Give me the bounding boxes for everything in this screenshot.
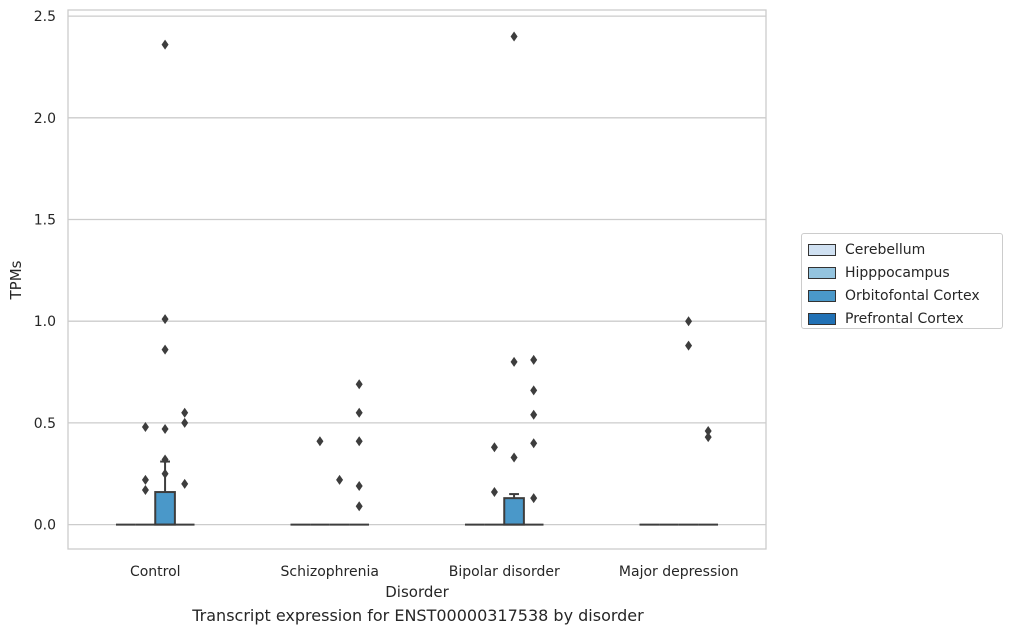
outlier-point: [161, 344, 169, 355]
legend-item: Orbitofontal Cortex: [808, 284, 1002, 307]
box-prefrontal-cortex: [349, 379, 370, 526]
x-tick-label: Control: [130, 564, 181, 580]
box-prefrontal-cortex: [523, 354, 544, 526]
outlier-point: [530, 493, 538, 504]
outlier-point: [141, 485, 149, 496]
outlier-point: [530, 385, 538, 396]
box-hipppocampus: [135, 421, 156, 526]
outlier-point: [355, 379, 363, 390]
box-body: [154, 491, 176, 526]
y-tick-label: 2.5: [34, 9, 56, 25]
outlier-point: [510, 31, 518, 42]
box-orbitofontal-cortex: [329, 474, 350, 526]
legend-swatch: [808, 312, 836, 325]
gridlines: [68, 15, 766, 526]
legend-swatch: [808, 243, 836, 256]
outlier-point: [141, 421, 149, 432]
y-axis-title: TPMs: [7, 260, 25, 300]
outlier-point: [490, 487, 498, 498]
y-tick-label: 1.5: [34, 212, 56, 228]
box-plots: [115, 31, 719, 526]
legend-label: Cerebellum: [845, 241, 926, 258]
outlier-point: [355, 407, 363, 418]
box-hipppocampus: [484, 442, 505, 526]
box-prefrontal-cortex: [698, 426, 719, 526]
chart-caption: Transcript expression for ENST0000031753…: [192, 606, 644, 625]
x-tick-label: Schizophrenia: [281, 564, 379, 580]
plot-frame: [67, 9, 767, 550]
outlier-point: [530, 438, 538, 449]
x-tick-label: Major depression: [619, 564, 739, 580]
legend-item: Cerebellum: [808, 238, 1002, 261]
y-tick-label: 0.0: [34, 518, 56, 534]
y-axis-ticks: 0.0 0.5 1.0 1.5 2.0 2.5: [34, 9, 56, 533]
outlier-point: [161, 454, 169, 465]
y-tick-label: 0.5: [34, 416, 56, 432]
outlier-point: [316, 436, 324, 447]
outlier-point: [530, 409, 538, 420]
outlier-point: [490, 442, 498, 453]
outlier-point: [161, 314, 169, 325]
outlier-point: [685, 340, 693, 351]
outlier-point: [704, 426, 712, 437]
legend-item: Hipppocampus: [808, 261, 1002, 284]
x-tick-label: Bipolar disorder: [449, 564, 560, 580]
legend-label: Orbitofontal Cortex: [845, 287, 980, 304]
outlier-point: [161, 468, 169, 479]
legend-swatch: [808, 289, 836, 302]
box-orbitofontal-cortex: [154, 39, 176, 526]
outlier-point: [355, 501, 363, 512]
outlier-point: [704, 432, 712, 443]
outlier-point: [141, 474, 149, 485]
legend-item: Prefrontal Cortex: [808, 307, 1002, 330]
y-tick-label: 2.0: [34, 111, 56, 127]
y-tick-label: 1.0: [34, 314, 56, 330]
box-orbitofontal-cortex: [678, 316, 699, 526]
outlier-point: [530, 354, 538, 365]
outlier-point: [355, 480, 363, 491]
box-body: [503, 497, 525, 526]
legend-swatch: [808, 266, 836, 279]
box-hipppocampus: [310, 436, 330, 526]
legend-label: Hipppocampus: [845, 264, 950, 281]
outlier-point: [355, 436, 363, 447]
outlier-point: [181, 407, 189, 418]
outlier-point: [685, 316, 693, 327]
legend-label: Prefrontal Cortex: [845, 310, 964, 327]
chart-legend: Cerebellum Hipppocampus Orbitofontal Corte…: [801, 233, 1003, 329]
outlier-point: [161, 423, 169, 434]
outlier-point: [510, 356, 518, 367]
box-prefrontal-cortex: [174, 407, 195, 526]
outlier-point: [181, 478, 189, 489]
outlier-point: [161, 39, 169, 50]
outlier-point: [510, 452, 518, 463]
outlier-point: [181, 417, 189, 428]
box-orbitofontal-cortex: [503, 31, 525, 526]
x-axis-ticks: Control Schizophrenia Bipolar disorder Majo…: [130, 564, 739, 580]
x-axis-title: Disorder: [385, 583, 449, 601]
outlier-point: [336, 474, 344, 485]
